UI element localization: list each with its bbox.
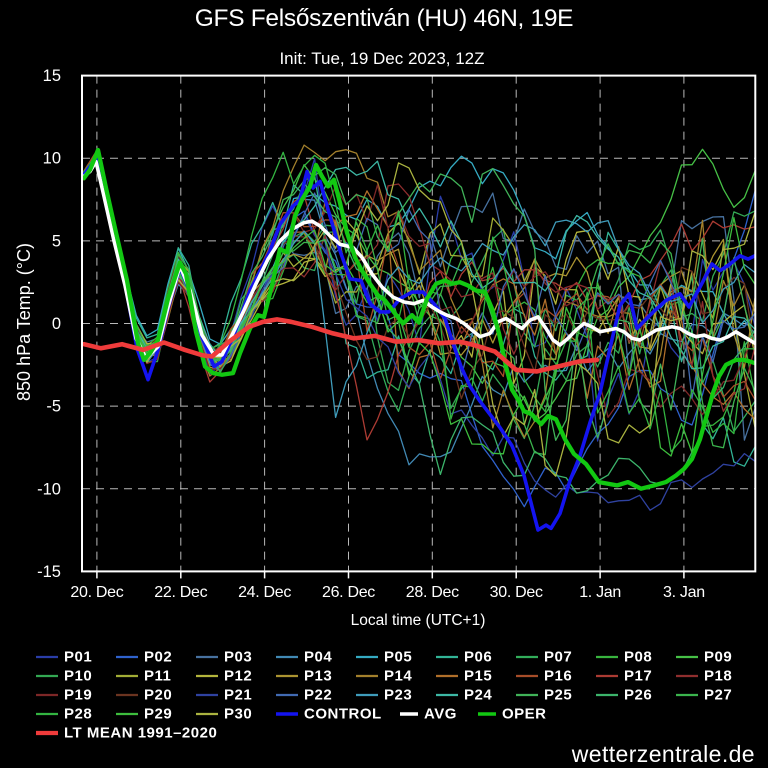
svg-text:P29: P29 <box>144 706 172 723</box>
svg-text:P15: P15 <box>464 668 492 685</box>
svg-text:P24: P24 <box>464 687 492 704</box>
svg-text:20. Dec: 20. Dec <box>70 584 123 601</box>
svg-text:10: 10 <box>43 150 61 168</box>
svg-text:P01: P01 <box>64 649 92 666</box>
svg-text:P22: P22 <box>304 687 332 704</box>
svg-text:P17: P17 <box>624 668 652 685</box>
svg-text:P05: P05 <box>384 649 412 666</box>
svg-text:28. Dec: 28. Dec <box>406 584 459 601</box>
svg-text:P30: P30 <box>224 706 252 723</box>
svg-text:P28: P28 <box>64 706 92 723</box>
svg-text:P03: P03 <box>224 649 252 666</box>
svg-text:P02: P02 <box>144 649 172 666</box>
svg-text:P26: P26 <box>624 687 652 704</box>
svg-text:P18: P18 <box>704 668 732 685</box>
svg-text:P09: P09 <box>704 649 732 666</box>
svg-text:P06: P06 <box>464 649 492 666</box>
svg-text:P07: P07 <box>544 649 572 666</box>
svg-text:P12: P12 <box>224 668 252 685</box>
svg-text:26. Dec: 26. Dec <box>322 584 375 601</box>
svg-text:24. Dec: 24. Dec <box>238 584 291 601</box>
svg-text:LT MEAN 1991–2020: LT MEAN 1991–2020 <box>64 725 217 742</box>
svg-text:P04: P04 <box>304 649 332 666</box>
svg-text:P11: P11 <box>144 668 171 685</box>
svg-text:P21: P21 <box>224 687 252 704</box>
svg-text:P23: P23 <box>384 687 412 704</box>
svg-text:0: 0 <box>52 315 61 333</box>
svg-text:850 hPa Temp. (°C): 850 hPa Temp. (°C) <box>14 243 34 401</box>
svg-text:AVG: AVG <box>424 706 457 723</box>
svg-text:P25: P25 <box>544 687 572 704</box>
svg-text:5: 5 <box>52 232 61 250</box>
svg-text:30. Dec: 30. Dec <box>490 584 543 601</box>
svg-text:P10: P10 <box>64 668 92 685</box>
svg-text:1. Jan: 1. Jan <box>579 584 621 601</box>
svg-text:-10: -10 <box>37 480 61 498</box>
svg-text:wetterzentrale.de: wetterzentrale.de <box>571 741 755 767</box>
svg-text:15: 15 <box>43 67 61 85</box>
svg-text:Local time (UTC+1): Local time (UTC+1) <box>351 612 486 629</box>
svg-text:3. Jan: 3. Jan <box>663 584 705 601</box>
svg-text:P16: P16 <box>544 668 572 685</box>
svg-text:Init: Tue, 19 Dec 2023, 12Z: Init: Tue, 19 Dec 2023, 12Z <box>279 49 484 68</box>
svg-text:OPER: OPER <box>502 706 547 723</box>
svg-text:GFS Felsőszentiván (HU) 46N, 1: GFS Felsőszentiván (HU) 46N, 19E <box>195 5 573 32</box>
svg-text:P08: P08 <box>624 649 652 666</box>
svg-text:P13: P13 <box>304 668 332 685</box>
svg-text:P20: P20 <box>144 687 172 704</box>
svg-text:-15: -15 <box>37 563 61 581</box>
svg-text:22. Dec: 22. Dec <box>154 584 207 601</box>
svg-text:CONTROL: CONTROL <box>304 706 382 723</box>
svg-text:-5: -5 <box>46 398 61 416</box>
svg-text:P27: P27 <box>704 687 732 704</box>
svg-text:P14: P14 <box>384 668 412 685</box>
svg-text:P19: P19 <box>64 687 92 704</box>
